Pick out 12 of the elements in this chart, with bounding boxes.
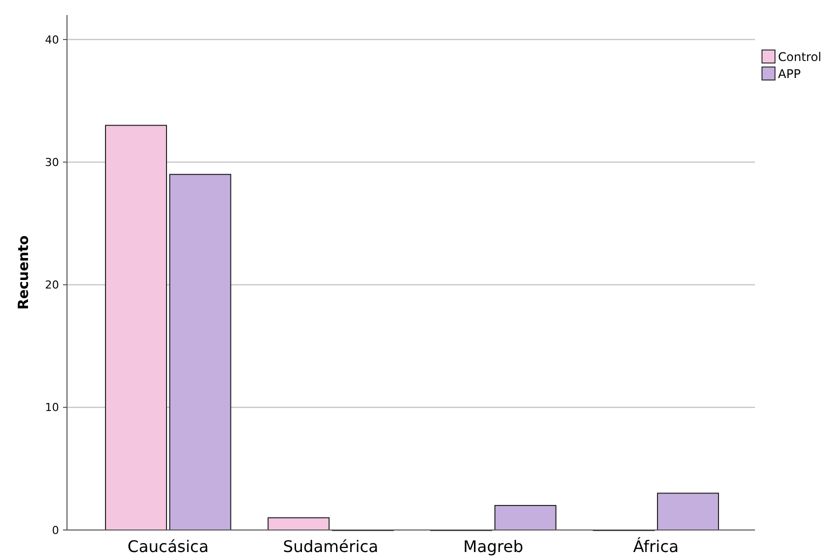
y-tick-label: 40 xyxy=(45,33,59,46)
x-tick-label: Sudamérica xyxy=(283,537,378,556)
y-tick-label: 30 xyxy=(45,156,59,169)
x-tick-label: Magreb xyxy=(463,537,524,556)
x-tick-label: África xyxy=(633,537,679,556)
x-tick-label: Caucásica xyxy=(128,537,209,556)
legend-label: Control xyxy=(778,50,822,64)
legend-label: APP xyxy=(778,67,801,82)
y-tick-label: 20 xyxy=(45,278,59,292)
y-axis-title: Recuento xyxy=(16,234,32,310)
y-tick-label: 0 xyxy=(52,524,59,537)
y-tick-label: 10 xyxy=(45,401,59,414)
